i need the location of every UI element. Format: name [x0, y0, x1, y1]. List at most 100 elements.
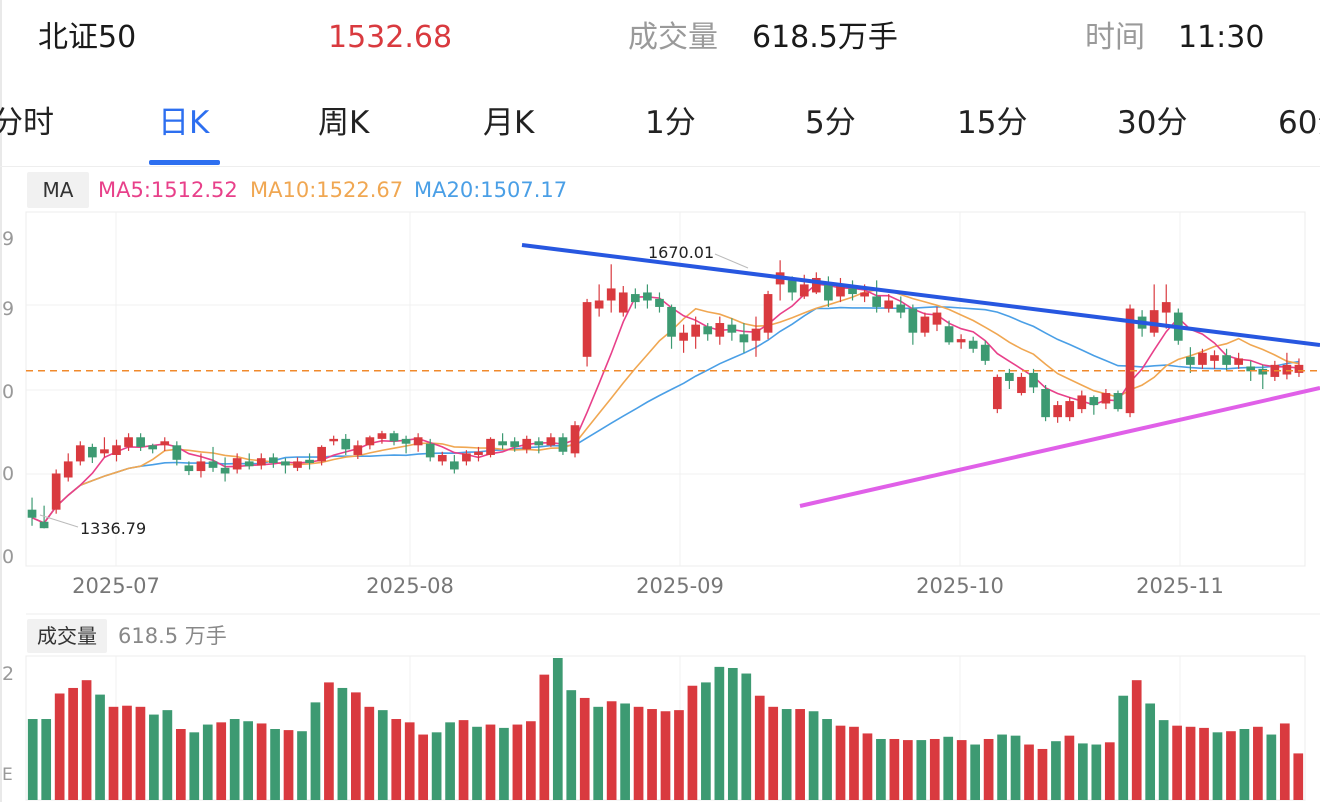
candle-body — [148, 445, 158, 450]
candle — [824, 276, 833, 307]
x-tick-label: 2025-09 — [636, 574, 724, 598]
candle — [956, 334, 966, 349]
candle — [329, 435, 339, 446]
tab-15min[interactable]: 15分 — [957, 105, 1028, 141]
candle — [1210, 350, 1219, 369]
candle-body — [498, 441, 507, 446]
candle — [1005, 368, 1014, 389]
volume-y-tick: 2 — [2, 663, 14, 685]
candle — [305, 453, 314, 470]
volume-bar — [27, 719, 38, 800]
upper-trendline — [521, 243, 1320, 347]
volume-bar — [902, 740, 913, 800]
candle — [932, 306, 942, 332]
candle-body — [281, 461, 290, 466]
candle-body — [510, 441, 520, 447]
volume-bar — [324, 682, 334, 800]
volume-bar — [54, 693, 65, 800]
volume-bar — [1145, 703, 1156, 800]
chart-overlays — [26, 243, 1320, 508]
volume-bar — [808, 711, 819, 800]
candle — [88, 443, 97, 464]
volume-bar — [68, 687, 78, 800]
tab-intraday[interactable]: 分时 — [0, 105, 54, 141]
candle-body — [1089, 397, 1099, 406]
volume-bar — [620, 703, 630, 800]
candle — [353, 440, 363, 459]
volume-bar — [1118, 695, 1129, 800]
candle — [486, 437, 495, 458]
candle-body — [1125, 308, 1135, 414]
volume-bar — [526, 721, 536, 800]
lower-trendline — [799, 386, 1320, 508]
volume-bar — [512, 724, 523, 800]
candle-body — [848, 288, 857, 295]
ma10-line — [31, 289, 1300, 524]
candle — [413, 433, 423, 452]
candle — [703, 323, 713, 341]
volume-bar — [472, 726, 482, 800]
candle — [1101, 389, 1111, 410]
candle-body — [196, 461, 206, 472]
x-tick-label: 2025-10 — [916, 574, 1004, 598]
candle-body — [920, 316, 930, 333]
candle — [100, 437, 109, 458]
candle-body — [1258, 368, 1268, 375]
candle — [1258, 364, 1268, 389]
y-tick-label: 9 — [2, 298, 14, 320]
candle-body — [703, 326, 713, 335]
tab-daily-k[interactable]: 日K — [158, 105, 210, 141]
candle-body — [75, 445, 85, 462]
volume-bar — [1104, 742, 1115, 800]
candle — [968, 336, 978, 353]
volume-bar — [849, 726, 859, 800]
candle-body — [715, 323, 725, 337]
candle-body — [63, 461, 73, 478]
candle — [1198, 348, 1207, 369]
tab-30min[interactable]: 30分 — [1117, 105, 1188, 141]
candle — [775, 260, 785, 301]
volume-bar — [943, 736, 954, 800]
volume-bar — [714, 666, 725, 800]
volume-bar — [1158, 720, 1169, 800]
candle-body — [799, 284, 809, 297]
y-tick-label: 0 — [2, 381, 14, 403]
tab-60min[interactable]: 60分 — [1278, 105, 1320, 141]
volume-bar — [1212, 732, 1223, 800]
volume-bar — [135, 706, 146, 800]
tab-weekly-k[interactable]: 周K — [318, 105, 370, 141]
volume-selector[interactable]: 成交量 — [27, 619, 107, 653]
candle-body — [27, 509, 37, 518]
candle — [1113, 390, 1123, 412]
candle-body — [944, 326, 954, 343]
candle — [848, 280, 857, 301]
candle — [715, 316, 725, 345]
price-plot-frame — [25, 211, 1306, 567]
volume-bar — [1266, 734, 1277, 800]
low-leader — [39, 514, 79, 528]
candle-body — [88, 446, 97, 458]
candle — [546, 433, 556, 447]
candle-body — [124, 437, 133, 447]
index-price: 1532.68 — [328, 20, 453, 55]
candle — [389, 430, 399, 446]
candle-body — [353, 445, 363, 455]
candle — [606, 264, 616, 313]
candle-body — [39, 521, 49, 529]
volume-bar — [1293, 753, 1304, 800]
candle — [269, 453, 278, 468]
ma-selector[interactable]: MA — [27, 172, 89, 208]
candle-body — [437, 454, 447, 462]
candle — [992, 374, 1002, 414]
candle-body — [763, 294, 773, 333]
tab-monthly-k[interactable]: 月K — [483, 105, 535, 141]
candle — [534, 437, 544, 454]
tab-1min[interactable]: 1分 — [645, 105, 696, 141]
volume-bar — [1091, 744, 1102, 800]
candle-body — [534, 441, 544, 446]
candle-body — [232, 458, 242, 470]
tab-5min[interactable]: 5分 — [805, 105, 856, 141]
ma10-legend: MA10:1522.67 — [250, 178, 404, 202]
volume-bar — [108, 706, 119, 800]
